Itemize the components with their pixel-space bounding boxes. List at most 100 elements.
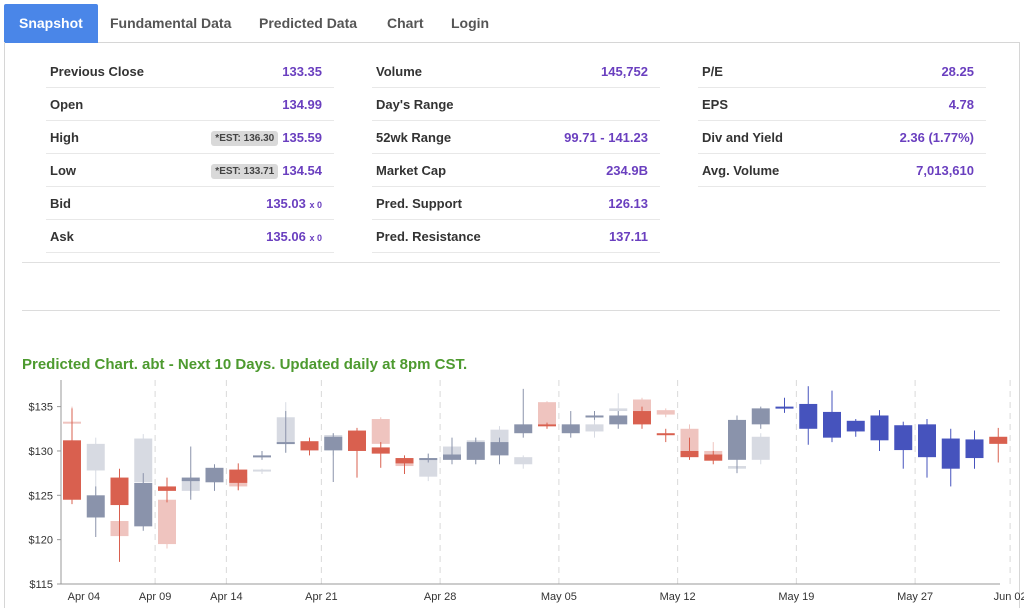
est-badge: *EST: 133.71 bbox=[211, 164, 279, 179]
stat-value: 135.06 bbox=[266, 229, 306, 244]
stat-value: 28.25 bbox=[941, 64, 974, 79]
history-candle bbox=[63, 440, 81, 500]
history-candle bbox=[229, 469, 248, 483]
shadow-candle bbox=[609, 408, 628, 412]
stat-value: 133.35 bbox=[282, 64, 322, 79]
history-candle bbox=[514, 424, 533, 434]
stat-value: 135.03 bbox=[266, 196, 306, 211]
x-tick-label: Apr 09 bbox=[139, 591, 171, 603]
predicted-candle bbox=[823, 411, 841, 438]
shadow-candle bbox=[490, 429, 509, 446]
shadow-candle bbox=[419, 458, 438, 477]
snapshot-panel bbox=[4, 42, 1020, 608]
stat-label: Pred. Resistance bbox=[376, 229, 481, 244]
stat-label: Ask bbox=[50, 229, 74, 244]
stat-value-wrap: 135.06 x 0 bbox=[266, 229, 322, 244]
shadow-candle bbox=[656, 410, 675, 415]
history-candle bbox=[110, 477, 129, 506]
history-candle bbox=[751, 408, 770, 425]
y-tick-label: $120 bbox=[29, 535, 53, 547]
stat-eps: EPS 4.78 bbox=[698, 88, 986, 121]
predicted-candle bbox=[941, 438, 960, 469]
x-tick-label: Apr 21 bbox=[305, 591, 337, 603]
stat-value-wrap: 135.03 x 0 bbox=[266, 196, 322, 211]
shadow-candle bbox=[253, 469, 271, 472]
stat-value: 134.54 bbox=[282, 163, 322, 178]
history-candle bbox=[300, 441, 319, 451]
history-candle bbox=[395, 458, 414, 464]
x-tick-label: Apr 14 bbox=[210, 591, 242, 603]
stat-volume: Volume 145,752 bbox=[372, 55, 660, 88]
stat-value: 7,013,610 bbox=[916, 163, 974, 178]
stat-open: Open 134.99 bbox=[46, 88, 334, 121]
stat-label: Previous Close bbox=[50, 64, 144, 79]
x-tick-label: May 05 bbox=[541, 591, 577, 603]
predicted-candle bbox=[918, 424, 936, 458]
stat-size: x 0 bbox=[309, 233, 322, 243]
stat-label: 52wk Range bbox=[376, 130, 452, 145]
y-tick-label: $130 bbox=[29, 446, 53, 458]
stat-low: Low *EST: 133.71 134.54 bbox=[46, 154, 334, 187]
history-candle bbox=[585, 415, 604, 418]
history-candle bbox=[371, 447, 390, 454]
stat-label: High bbox=[50, 130, 79, 145]
stat-value: 2.36 (1.77%) bbox=[899, 130, 974, 145]
history-candle bbox=[490, 442, 509, 456]
x-tick-label: Apr 28 bbox=[424, 591, 456, 603]
shadow-candle bbox=[585, 424, 604, 432]
tab-predicted-data[interactable]: Predicted Data bbox=[259, 15, 358, 31]
stat-label: Low bbox=[50, 163, 76, 178]
y-tick-label: $125 bbox=[29, 490, 53, 502]
stat-label: Volume bbox=[376, 64, 422, 79]
stat-size: x 0 bbox=[309, 200, 322, 210]
stat-label: Day's Range bbox=[376, 97, 454, 112]
y-tick-label: $135 bbox=[29, 402, 53, 414]
history-candle bbox=[443, 454, 461, 460]
x-tick-label: Jun 02 bbox=[994, 591, 1024, 603]
history-candle bbox=[609, 415, 628, 425]
tab-login[interactable]: Login bbox=[451, 15, 490, 31]
stat-pred-support: Pred. Support 126.13 bbox=[372, 187, 660, 220]
stat-value-wrap: *EST: 136.30 135.59 bbox=[211, 130, 322, 146]
predicted-candle bbox=[775, 406, 794, 409]
history-candle bbox=[538, 424, 556, 427]
stat-previous-close: Previous Close 133.35 bbox=[46, 55, 334, 88]
history-candle bbox=[205, 467, 224, 482]
tab-chart[interactable]: Chart bbox=[387, 15, 424, 31]
stat-label: EPS bbox=[702, 97, 729, 112]
predicted-candle bbox=[846, 420, 865, 432]
stat-label: P/E bbox=[702, 64, 723, 79]
shadow-candle bbox=[514, 457, 533, 465]
shadow-candle bbox=[751, 436, 770, 460]
stat-label: Pred. Support bbox=[376, 196, 462, 211]
history-candle bbox=[419, 458, 438, 461]
history-candle bbox=[348, 430, 366, 451]
stat-value-wrap: *EST: 133.71 134.54 bbox=[211, 163, 322, 179]
stat-label: Div and Yield bbox=[702, 130, 783, 145]
predicted-candle bbox=[799, 403, 818, 429]
section-divider bbox=[22, 262, 1000, 263]
predicted-candle bbox=[989, 436, 1008, 444]
stat-market-cap: Market Cap 234.9B bbox=[372, 154, 660, 187]
section-divider bbox=[22, 310, 1000, 311]
stat-value: 4.78 bbox=[948, 97, 974, 112]
stat-div-yield: Div and Yield 2.36 (1.77%) bbox=[698, 121, 986, 154]
x-tick-label: May 19 bbox=[778, 591, 814, 603]
history-candle bbox=[633, 411, 651, 425]
stat-label: Open bbox=[50, 97, 84, 112]
stat-value: 234.9B bbox=[606, 163, 648, 178]
history-candle bbox=[728, 419, 746, 460]
stat-label: Avg. Volume bbox=[702, 163, 780, 178]
history-candle bbox=[324, 436, 343, 451]
tab-snapshot[interactable]: Snapshot bbox=[4, 4, 98, 43]
history-candle bbox=[704, 454, 723, 461]
stat-high: High *EST: 136.30 135.59 bbox=[46, 121, 334, 154]
history-candle bbox=[680, 450, 699, 458]
x-tick-label: May 12 bbox=[660, 591, 696, 603]
y-tick-label: $115 bbox=[29, 579, 53, 591]
x-tick-label: Apr 04 bbox=[68, 591, 100, 603]
stat-pe: P/E 28.25 bbox=[698, 55, 986, 88]
tab-fundamental-data[interactable]: Fundamental Data bbox=[110, 15, 232, 31]
stat-ask: Ask 135.06 x 0 bbox=[46, 220, 334, 253]
stat-value: 134.99 bbox=[282, 97, 322, 112]
